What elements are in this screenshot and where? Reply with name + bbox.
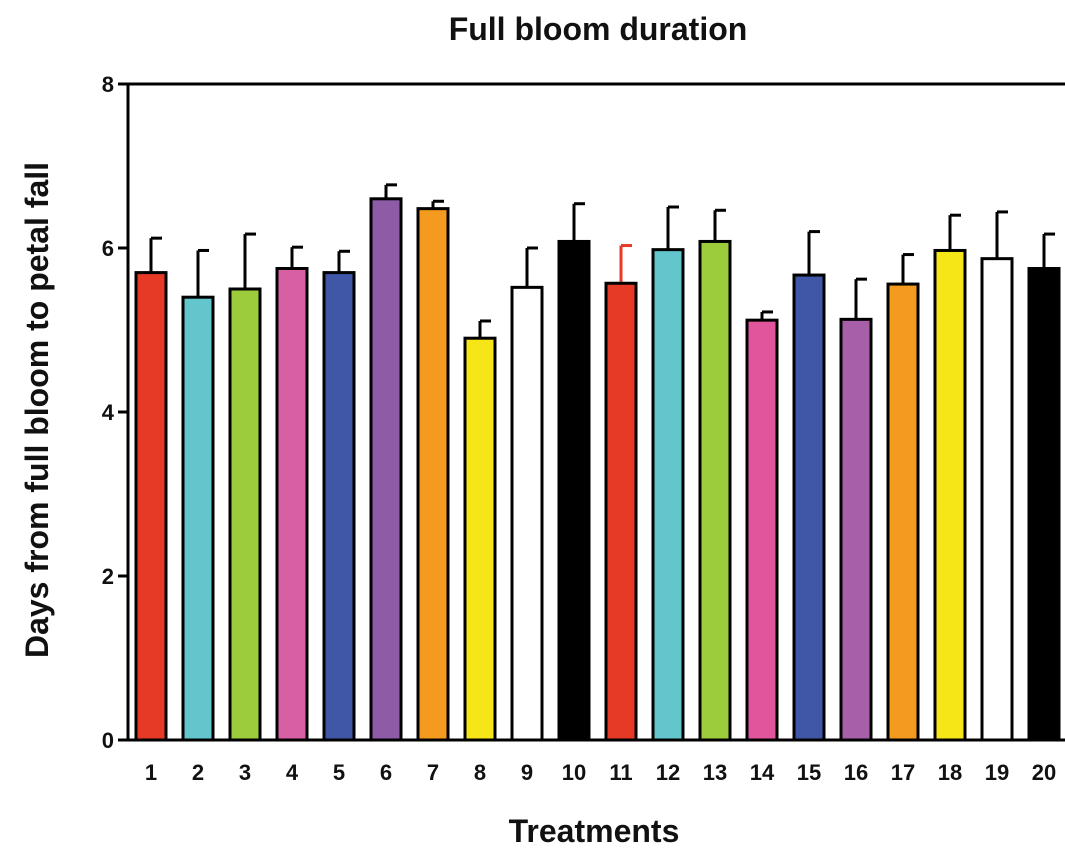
bar [181,295,215,742]
bar [886,282,920,742]
x-tick-label: 16 [844,760,868,785]
x-tick-label: 7 [427,760,439,785]
bar [745,318,779,742]
bar [980,257,1014,742]
x-tick-label: 19 [985,760,1009,785]
bar [134,271,168,742]
x-tick-label: 11 [609,760,632,785]
x-tick-label: 2 [192,760,204,785]
bar [510,285,544,742]
bar [463,336,497,742]
y-axis-label: Days from full bloom to petal fall [19,162,55,658]
bar [228,287,262,742]
x-tick-label: 3 [239,760,251,785]
bar [275,267,309,742]
x-tick-label: 14 [750,760,775,785]
bar [698,239,732,742]
bar [322,271,356,742]
x-tick-label: 9 [521,760,533,785]
y-tick-label: 2 [102,564,114,589]
bar [416,207,450,742]
bar [1027,267,1061,742]
y-tick-label: 6 [102,236,114,261]
chart-title: Full bloom duration [449,11,748,47]
y-tick-label: 4 [102,400,115,425]
bar [651,248,685,742]
x-tick-label: 18 [938,760,962,785]
x-tick-label: 17 [891,760,915,785]
x-tick-label: 5 [333,760,345,785]
x-tick-label: 20 [1032,760,1056,785]
x-axis-label: Treatments [509,813,680,848]
x-tick-label: 12 [656,760,680,785]
x-tick-label: 15 [797,760,821,785]
x-tick-label: 1 [145,760,157,785]
bar [557,239,591,742]
x-tick-label: 4 [286,760,299,785]
y-tick-label: 0 [102,728,114,753]
x-tick-label: 6 [380,760,392,785]
bar [792,273,826,742]
bar [839,317,873,742]
bar [933,248,967,742]
x-tick-label: 13 [703,760,727,785]
y-tick-label: 8 [102,72,114,97]
x-tick-label: 10 [562,760,586,785]
x-tick-label: 8 [474,760,486,785]
bar [369,197,403,742]
bar [604,281,638,742]
